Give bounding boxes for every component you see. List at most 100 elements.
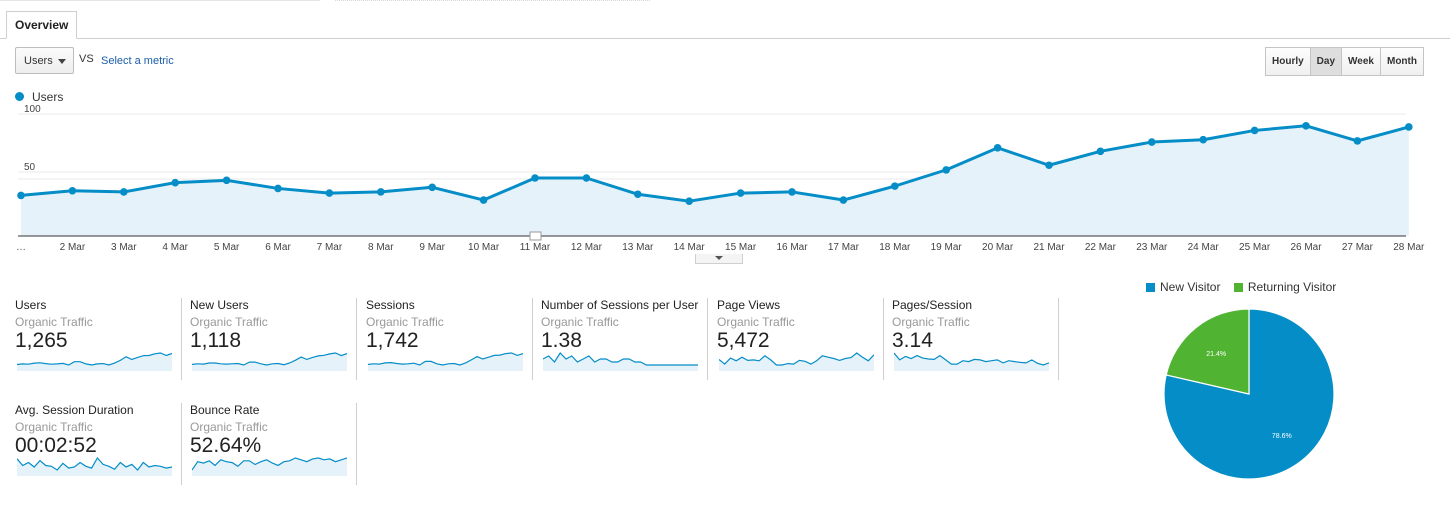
- x-tick-label: 17 Mar: [828, 242, 860, 253]
- x-tick-label: 22 Mar: [1085, 242, 1117, 253]
- chart-expand-handle[interactable]: [695, 254, 743, 264]
- week-button[interactable]: Week: [1341, 47, 1381, 76]
- users-series-line: [20, 124, 1410, 203]
- x-tick-label: 16 Mar: [776, 242, 808, 253]
- x-tick-label: 28 Mar: [1393, 242, 1425, 253]
- metric-tile[interactable]: Avg. Session Duration Organic Traffic 00:0…: [15, 403, 190, 485]
- metric-name: Bounce Rate: [190, 403, 260, 417]
- data-point: [325, 189, 334, 197]
- x-tick-label: 13 Mar: [622, 242, 654, 253]
- data-point: [377, 188, 385, 196]
- metric-select-value: Users: [24, 55, 53, 67]
- x-tick-label: 27 Mar: [1342, 242, 1374, 253]
- data-point: [1353, 137, 1362, 145]
- metric-tile[interactable]: Pages/Session Organic Traffic 3.14: [892, 298, 1067, 380]
- metric-value: 1,118: [190, 329, 241, 352]
- tile-divider: [532, 298, 533, 380]
- month-button[interactable]: Month: [1379, 47, 1424, 76]
- metric-tile[interactable]: New Users Organic Traffic 1,118: [190, 298, 365, 380]
- x-tick-label: 4 Mar: [162, 242, 188, 253]
- x-tick-label: 3 Mar: [111, 242, 137, 253]
- metric-value: 5,472: [717, 329, 770, 352]
- data-point: [17, 191, 25, 200]
- sparkline-line: [719, 352, 874, 366]
- returning-visitor-swatch-icon: [1233, 283, 1243, 292]
- metric-select[interactable]: Users: [15, 47, 74, 74]
- day-button[interactable]: Day: [1309, 47, 1343, 76]
- x-tick-label: 5 Mar: [214, 242, 240, 253]
- data-point: [1045, 161, 1053, 170]
- metric-tile[interactable]: Number of Sessions per User Organic Traff…: [541, 298, 716, 380]
- tab-bar: Overview: [0, 11, 1450, 39]
- metric-tile[interactable]: Users Organic Traffic 1,265: [15, 298, 190, 380]
- visitor-pie-chart[interactable]: 78.6% 21.4%: [1160, 306, 1340, 486]
- metric-segment: Organic Traffic: [190, 315, 268, 329]
- sparkline-fill: [894, 353, 1049, 371]
- sparkline-line: [894, 352, 1049, 366]
- metric-segment: Organic Traffic: [190, 420, 268, 434]
- data-point: [68, 186, 77, 195]
- tile-divider: [1058, 298, 1059, 380]
- hourly-button[interactable]: Hourly: [1265, 47, 1311, 76]
- new-visitor-swatch-icon: [1146, 283, 1155, 292]
- metric-value: 3.14: [892, 329, 933, 352]
- sparkline-line: [17, 456, 172, 471]
- metric-value: 00:02:52: [15, 434, 97, 457]
- data-point: [1405, 123, 1413, 131]
- x-tick-label: 25 Mar: [1239, 242, 1271, 253]
- metric-value: 52.64%: [190, 434, 262, 457]
- pie-value-label: 21.4%: [1206, 351, 1226, 358]
- legend-returning-visitor[interactable]: Returning Visitor: [1233, 280, 1336, 294]
- data-point: [222, 176, 231, 185]
- sparkline: [192, 457, 347, 476]
- tile-divider: [707, 298, 708, 380]
- metric-tile[interactable]: Sessions Organic Traffic 1,742: [366, 298, 541, 380]
- x-tick-label: 18 Mar: [879, 242, 911, 253]
- legend-dot-icon: [15, 92, 24, 101]
- data-point: [942, 166, 950, 174]
- vs-label: VS: [79, 53, 94, 65]
- data-point: [685, 197, 693, 205]
- x-tick-label: 6 Mar: [265, 242, 291, 253]
- sparkline-line: [368, 352, 523, 366]
- pie-slice: [1165, 308, 1250, 395]
- data-point: [839, 196, 848, 204]
- sparkline: [192, 352, 347, 371]
- sparkline-line: [17, 352, 172, 366]
- sparkline: [543, 352, 698, 371]
- annotation-marker-icon: [529, 231, 542, 241]
- chart-legend[interactable]: Users: [15, 90, 63, 104]
- x-tick-label: 26 Mar: [1290, 242, 1322, 253]
- data-point: [479, 196, 488, 204]
- sparkline-line: [192, 457, 347, 471]
- data-point: [1148, 138, 1156, 146]
- sparkline: [719, 352, 874, 371]
- x-tick-label: 12 Mar: [571, 242, 603, 253]
- metric-name: New Users: [190, 298, 249, 312]
- expand-arrow-icon: [715, 256, 723, 260]
- metric-tile[interactable]: Bounce Rate Organic Traffic 52.64%: [190, 403, 365, 485]
- metric-tile[interactable]: Page Views Organic Traffic 5,472: [717, 298, 892, 380]
- users-line-chart[interactable]: 100 50 … 2 Mar 3 Mar 4 Mar 5 Mar 6 Mar 7 Mar 8 Ma…: [0, 104, 1430, 260]
- x-tick-label: 8 Mar: [368, 242, 394, 253]
- sparkline-fill: [17, 353, 172, 371]
- x-tick-label: 2 Mar: [60, 242, 86, 253]
- sparkline-fill: [543, 353, 698, 371]
- metric-name: Number of Sessions per User: [541, 298, 699, 312]
- x-tick-label: 19 Mar: [931, 242, 963, 253]
- data-point: [1199, 135, 1207, 144]
- data-point: [531, 174, 539, 182]
- metric-segment: Organic Traffic: [717, 315, 795, 329]
- metric-name: Pages/Session: [892, 298, 973, 312]
- metric-segment: Organic Traffic: [366, 315, 444, 329]
- tab-overview[interactable]: Overview: [6, 11, 78, 39]
- pie-value-label: 78.6%: [1272, 433, 1292, 440]
- x-tick-label: 14 Mar: [674, 242, 706, 253]
- metric-name: Sessions: [366, 298, 415, 312]
- legend-new-visitor[interactable]: New Visitor: [1146, 280, 1220, 294]
- metric-value: 1,265: [15, 329, 68, 352]
- select-metric-link[interactable]: Select a metric: [101, 55, 174, 67]
- data-point: [1096, 147, 1105, 156]
- sparkline: [894, 352, 1049, 371]
- tile-divider: [181, 298, 182, 380]
